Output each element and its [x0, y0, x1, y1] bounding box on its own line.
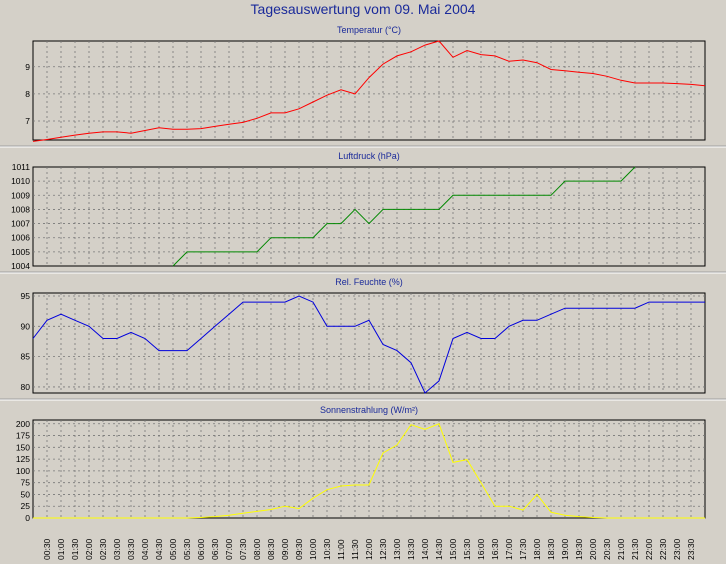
x-tick-label: 01:00 [56, 538, 66, 560]
chart-title: Sonnenstrahlung (W/m²) [320, 405, 418, 415]
y-tick-label: 1011 [12, 162, 31, 172]
series-line [32, 40, 706, 142]
y-tick-label: 150 [16, 442, 30, 452]
x-tick-label: 14:30 [434, 538, 444, 560]
chart-panel-2: Luftdruck (hPa) 1004 1005 1006 1007 1008 1009 1… [11, 151, 706, 271]
y-tick-label: 175 [16, 431, 30, 441]
x-tick-label: 21:00 [616, 538, 626, 560]
y-tick-label: 1009 [11, 190, 30, 200]
x-tick-label: 23:00 [672, 538, 682, 560]
y-tick-label: 25 [21, 501, 31, 511]
x-tick-label: 07:30 [238, 538, 248, 560]
x-tick-label: 09:30 [294, 538, 304, 560]
x-tick-label: 05:30 [182, 538, 192, 560]
y-tick-label: 125 [16, 454, 30, 464]
x-tick-label: 08:00 [252, 538, 262, 560]
x-tick-label: 18:30 [546, 538, 556, 560]
plot-area [32, 419, 706, 519]
x-tick-label: 22:30 [658, 538, 668, 560]
x-tick-label: 07:00 [224, 538, 234, 560]
y-tick-label: 90 [21, 321, 31, 331]
series-line [33, 423, 705, 519]
x-tick-label: 23:30 [686, 538, 696, 560]
x-tick-label: 14:00 [420, 538, 430, 560]
y-tick-label: 1004 [11, 261, 30, 271]
y-tick-label: 80 [21, 382, 31, 392]
y-tick-label: 1005 [11, 247, 30, 257]
x-tick-label: 00:30 [42, 538, 52, 560]
x-tick-label: 11:00 [336, 539, 346, 560]
x-tick-label: 03:30 [126, 538, 136, 560]
y-tick-label: 1007 [11, 219, 30, 229]
y-tick-label: 7 [25, 116, 30, 126]
y-tick-label: 75 [21, 478, 31, 488]
y-tick-label: 200 [16, 419, 30, 429]
chart-title: Rel. Feuchte (%) [335, 277, 403, 287]
x-tick-label: 18:00 [532, 538, 542, 560]
x-tick-label: 06:00 [196, 538, 206, 560]
x-tick-label: 13:30 [406, 538, 416, 560]
x-tick-label: 02:00 [84, 538, 94, 560]
x-tick-label: 19:00 [560, 538, 570, 560]
chart-title: Temperatur (°C) [337, 25, 401, 35]
x-tick-label: 08:30 [266, 538, 276, 560]
chart-panel-1: Temperatur (°C) 7 8 9 [25, 25, 706, 142]
x-tick-label: 16:30 [490, 538, 500, 560]
plot-area [32, 166, 706, 267]
x-tick-label: 04:30 [154, 538, 164, 560]
x-tick-label: 15:30 [462, 538, 472, 560]
page-title: Tagesauswertung vom 09. Mai 2004 [250, 1, 476, 17]
x-tick-label: 10:30 [322, 538, 332, 560]
y-tick-label: 100 [16, 466, 30, 476]
chart-panel-3: Rel. Feuchte (%) 80 85 90 95 [21, 277, 706, 394]
x-tick-label: 17:30 [518, 538, 528, 560]
series-line [172, 166, 636, 267]
x-tick-label: 02:30 [98, 538, 108, 560]
x-tick-label: 22:00 [644, 538, 654, 560]
x-tick-label: 13:00 [392, 538, 402, 560]
x-tick-label: 10:00 [308, 538, 318, 560]
y-tick-label: 1008 [11, 204, 30, 214]
x-tick-label: 20:00 [588, 538, 598, 560]
x-tick-label: 04:00 [140, 538, 150, 560]
chart-title: Luftdruck (hPa) [338, 151, 400, 161]
series-line [32, 295, 705, 394]
x-tick-label: 06:30 [210, 538, 220, 560]
x-tick-label: 16:00 [476, 538, 486, 560]
x-tick-label: 20:30 [602, 538, 612, 560]
y-tick-label: 95 [21, 291, 31, 301]
x-tick-label: 21:30 [630, 538, 640, 560]
y-tick-label: 50 [21, 489, 31, 499]
x-tick-label: 19:30 [574, 538, 584, 560]
y-tick-label: 0 [25, 513, 30, 523]
plot-area [32, 40, 706, 141]
x-tick-label: 15:00 [448, 538, 458, 560]
y-tick-label: 8 [25, 89, 30, 99]
x-tick-label: 09:00 [280, 538, 290, 560]
x-tick-label: 05:00 [168, 538, 178, 560]
y-tick-label: 9 [25, 62, 30, 72]
y-tick-label: 1006 [11, 233, 30, 243]
x-tick-label: 17:00 [504, 538, 514, 560]
x-tick-label: 12:30 [378, 538, 388, 560]
x-tick-label: 03:00 [112, 538, 122, 560]
y-tick-label: 1010 [11, 176, 30, 186]
x-tick-label: 11:30 [350, 539, 360, 560]
x-tick-label: 01:30 [70, 538, 80, 560]
y-tick-label: 85 [21, 352, 31, 362]
x-tick-label: 12:00 [364, 538, 374, 560]
